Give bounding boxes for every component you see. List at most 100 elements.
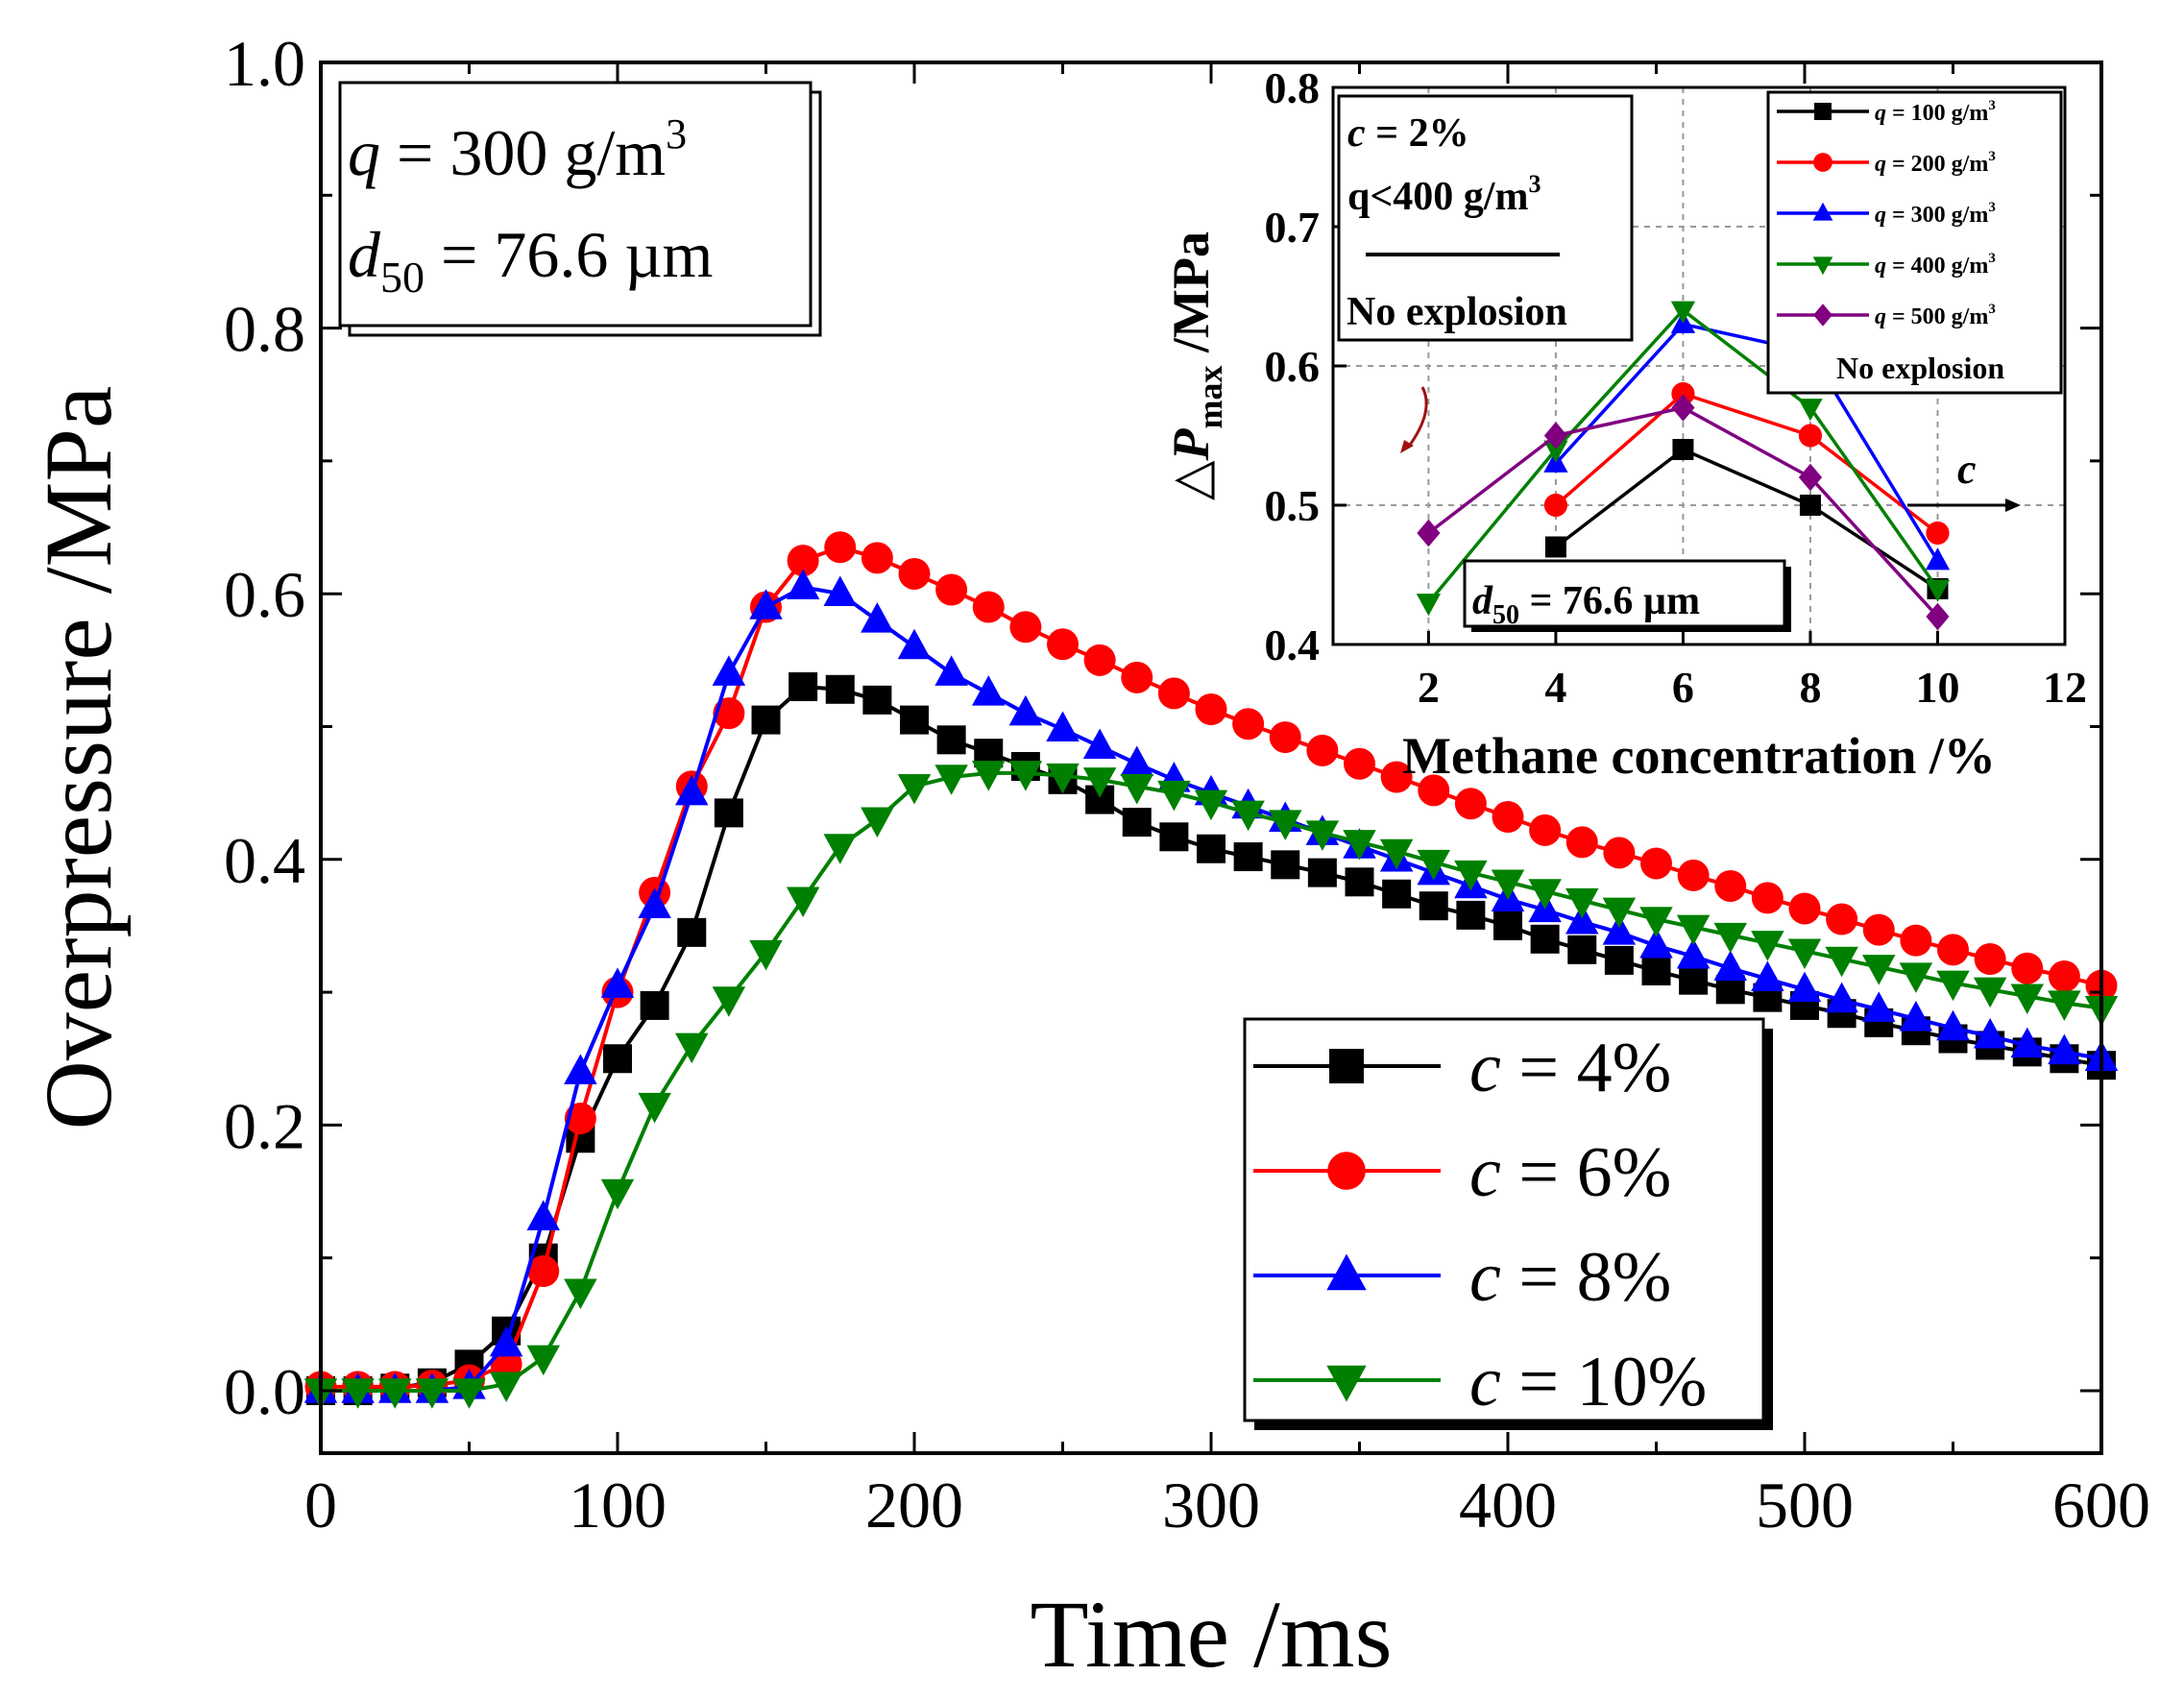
main-data-point xyxy=(1194,789,1228,821)
inset-q-below-sup: 3 xyxy=(1528,170,1541,198)
inset-legend-label-prefix: q xyxy=(1875,203,1886,228)
main-data-point xyxy=(1604,945,1634,975)
main-data-point xyxy=(452,1378,486,1409)
main-data-point xyxy=(1305,820,1340,851)
inset-data-point xyxy=(1798,399,1823,422)
main-data-point xyxy=(1565,826,1598,859)
main-legend-marker xyxy=(1326,1253,1367,1291)
main-legend-item: c = 6% xyxy=(1253,1133,1671,1212)
main-data-point xyxy=(712,655,746,686)
main-data-point xyxy=(1047,628,1079,661)
inset-legend-item: q = 500 g/m3 xyxy=(1777,302,1996,329)
main-data-point xyxy=(489,1325,523,1357)
main-data-point xyxy=(786,886,820,918)
main-data-point xyxy=(526,1200,560,1230)
main-data-point xyxy=(1899,1001,1933,1032)
main-legend-item: c = 4% xyxy=(1253,1029,1671,1107)
main-data-point xyxy=(823,575,857,606)
inset-legend-label-sup: 3 xyxy=(1988,302,1996,317)
inset-x-tick-label: 8 xyxy=(1799,663,1821,712)
inset-data-point xyxy=(1417,519,1441,547)
main-data-point xyxy=(1713,922,1747,954)
main-data-point xyxy=(1269,810,1302,840)
inset-c2-label: c = 2% xyxy=(1347,111,1469,156)
main-data-point xyxy=(527,1255,560,1288)
main-data-point xyxy=(378,1378,412,1409)
inset-d50-prefix: d xyxy=(1472,579,1493,623)
main-data-point xyxy=(1271,850,1300,880)
main-data-point xyxy=(1714,869,1747,902)
main-data-point xyxy=(1973,977,2007,1008)
main-data-point xyxy=(1900,924,1932,957)
main-data-point xyxy=(1676,938,1711,969)
inset-c-arrow-label: c xyxy=(1957,446,1977,493)
main-data-point xyxy=(564,1054,597,1084)
main-y-tick-label: 1.0 xyxy=(224,27,305,100)
inset-data-point xyxy=(1671,381,1695,406)
main-data-point xyxy=(1417,849,1450,881)
main-y-tick-label: 0.8 xyxy=(224,293,305,366)
inset-legend-label: q = 300 g/m3 xyxy=(1875,200,1996,228)
main-legend-label-value: = 6% xyxy=(1501,1133,1671,1212)
main-x-tick-label: 500 xyxy=(1756,1469,1854,1542)
inset-legend-label: q = 400 g/m3 xyxy=(1875,251,1996,279)
main-data-point xyxy=(897,628,932,660)
main-data-point xyxy=(2048,1033,2081,1065)
inset-y-title-unit: /MPa xyxy=(1162,231,1220,365)
main-data-point xyxy=(2048,990,2081,1021)
main-data-point xyxy=(1787,971,1822,1003)
inset-data-point xyxy=(1926,602,1950,631)
main-data-point xyxy=(1122,808,1152,838)
main-data-point xyxy=(972,591,1005,623)
inset-legend-label-sup: 3 xyxy=(1988,98,1996,113)
inset-legend-item: q = 300 g/m3 xyxy=(1777,200,1996,228)
main-annotation-q-value: = 300 g/m xyxy=(380,116,666,189)
main-y-tick-label: 0.4 xyxy=(224,824,305,897)
inset-legend-label-sup: 3 xyxy=(1988,149,1996,164)
main-data-point xyxy=(1751,931,1784,961)
inset-x-tick-label: 12 xyxy=(2043,663,2087,712)
main-annotation-q-sup: 3 xyxy=(666,110,687,158)
inset-y-tick-label: 0.4 xyxy=(1265,620,1321,669)
main-legend-label-prefix: c xyxy=(1469,1238,1501,1317)
main-data-point xyxy=(789,672,818,702)
main-data-point xyxy=(1343,830,1376,861)
inset-legend-marker xyxy=(1813,153,1832,172)
inset-data-point xyxy=(1925,579,1951,602)
main-data-point xyxy=(1603,837,1636,869)
inset-series-line xyxy=(1554,392,1939,535)
main-data-point xyxy=(934,765,968,795)
main-data-point xyxy=(936,725,966,755)
main-legend-label-value: = 10% xyxy=(1501,1343,1707,1421)
inset-legend-label-prefix: q xyxy=(1875,101,1886,126)
main-data-point xyxy=(1231,800,1265,832)
main-data-point xyxy=(1233,842,1263,872)
inset-x-tick-label: 10 xyxy=(1915,663,1959,712)
main-x-tick-label: 100 xyxy=(569,1469,667,1542)
main-data-point xyxy=(1418,774,1450,807)
main-x-tick-label: 0 xyxy=(304,1469,337,1542)
inset-legend-label-value: = 400 g/m xyxy=(1886,254,1988,279)
main-data-point xyxy=(1565,887,1599,919)
inset-legend-marker xyxy=(1813,304,1832,327)
main-data-point xyxy=(749,589,783,619)
main-data-point xyxy=(823,834,857,864)
main-data-point xyxy=(638,1092,671,1124)
inset-data-point xyxy=(1672,439,1694,460)
main-data-point xyxy=(1491,869,1525,901)
inset-legend: q = 100 g/m3q = 200 g/m3q = 300 g/m3q = … xyxy=(1766,90,2063,395)
inset-legend-label-value: = 300 g/m xyxy=(1886,203,1988,228)
main-data-point xyxy=(640,990,669,1020)
main-data-point xyxy=(600,967,635,998)
main-data-point xyxy=(861,807,894,838)
inset-legend-marker xyxy=(1814,103,1832,120)
inset-data-point xyxy=(1926,521,1950,546)
main-data-point xyxy=(1713,950,1747,981)
main-data-point xyxy=(675,774,709,806)
main-data-point xyxy=(1788,892,1821,925)
main-data-point xyxy=(1787,938,1822,969)
inset-legend-item: q = 200 g/m3 xyxy=(1777,149,1996,177)
inset-y-tick-label: 0.7 xyxy=(1265,203,1321,252)
main-data-point xyxy=(1082,767,1117,798)
inset-legend-label-sup: 3 xyxy=(1988,200,1996,215)
